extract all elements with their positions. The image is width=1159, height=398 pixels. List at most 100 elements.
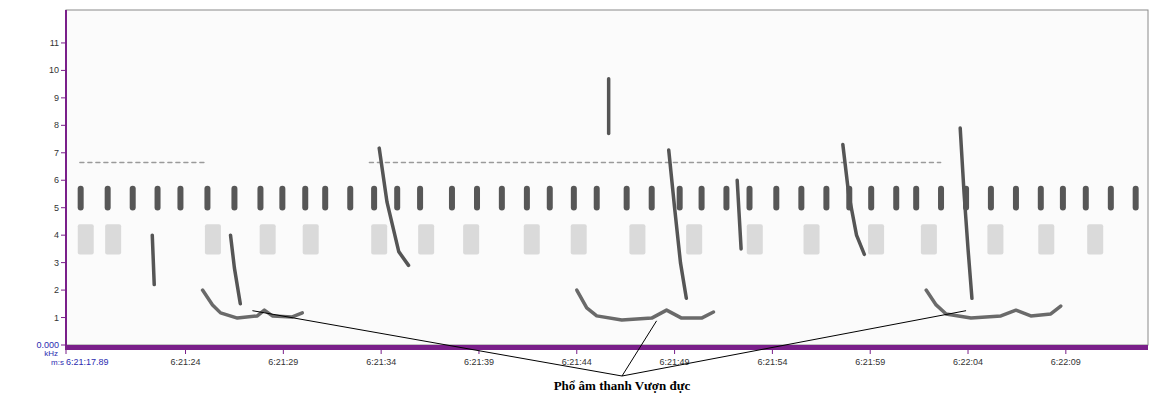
x-tick [870, 350, 871, 354]
call-trace [152, 235, 154, 284]
energy-band [624, 186, 630, 211]
energy-band [105, 224, 121, 254]
energy-band [303, 224, 319, 254]
x-tick-label: 6:21:29 [268, 357, 298, 367]
energy-band [987, 224, 1003, 254]
call-trace [607, 79, 611, 134]
energy-band [130, 186, 136, 211]
energy-band [394, 186, 400, 211]
energy-band [474, 186, 480, 211]
y-tick [61, 262, 66, 263]
x-tick-label: 6:22:09 [1051, 357, 1081, 367]
energy-band [823, 186, 829, 211]
leader-line [622, 321, 657, 376]
energy-band [1133, 186, 1139, 211]
energy-band [988, 186, 994, 211]
call-trace [843, 145, 865, 255]
y-tick-label: 2 [54, 285, 59, 295]
energy-band [1083, 186, 1089, 211]
energy-band [231, 186, 237, 211]
energy-band [686, 224, 702, 254]
leader-line [622, 311, 966, 376]
y-tick [61, 42, 66, 43]
annotation-caption: Phổ âm thanh Vượn đực [554, 378, 691, 393]
energy-band [893, 186, 899, 211]
energy-band [418, 224, 434, 254]
y-tick-label: 5 [54, 203, 59, 213]
y-tick [61, 317, 66, 318]
y-tick-label: 11 [50, 38, 59, 48]
y-tick [61, 345, 66, 346]
x-axis-bar [66, 345, 1148, 350]
energy-band [804, 224, 820, 254]
x-tick [674, 350, 675, 354]
energy-band [279, 186, 285, 211]
x-tick [576, 350, 577, 354]
marks [78, 79, 1139, 320]
y-tick-label: 7 [54, 148, 59, 158]
x-tick [66, 350, 67, 354]
y-tick [61, 97, 66, 98]
energy-band [302, 186, 308, 211]
energy-band [78, 224, 94, 254]
x-tick [772, 350, 773, 354]
energy-band [524, 186, 530, 211]
y-tick-label: 1 [54, 313, 59, 323]
energy-band [1038, 186, 1044, 211]
energy-band [1108, 186, 1114, 211]
y-tick [61, 290, 66, 291]
x-tick [968, 350, 969, 354]
energy-band [699, 186, 705, 211]
y-tick-label: 6 [54, 175, 59, 185]
energy-band [417, 186, 423, 211]
energy-band [257, 186, 263, 211]
call-trace [669, 150, 687, 298]
x-axis-title: m:s [51, 358, 64, 367]
y-tick-label: 10 [49, 65, 59, 75]
call-trace [926, 290, 1061, 318]
x-tick [185, 350, 186, 354]
y-axis-title: kHz [44, 349, 58, 358]
energy-band [371, 186, 377, 211]
x-tick-label: 6:21:34 [366, 357, 396, 367]
x-tick [283, 350, 284, 354]
energy-band [322, 186, 328, 211]
energy-band [1087, 224, 1103, 254]
energy-band [649, 186, 655, 211]
tone-trace [369, 162, 940, 164]
energy-band [747, 186, 753, 211]
energy-band [463, 224, 479, 254]
spectrogram-chart: 0.0001234567891011kHz6:21:17.896:21:246:… [0, 0, 1159, 398]
energy-band [205, 224, 221, 254]
x-tick [1065, 350, 1066, 354]
energy-band [798, 186, 804, 211]
x-tick-label: 6:21:59 [855, 357, 885, 367]
energy-band [913, 186, 919, 211]
call-trace [231, 235, 241, 304]
y-tick-label: 3 [54, 258, 59, 268]
energy-band [1013, 186, 1019, 211]
x-tick-label: 6:21:24 [171, 357, 201, 367]
y-tick-label: 4 [54, 230, 59, 240]
energy-band [547, 186, 553, 211]
energy-band [571, 224, 587, 254]
energy-band [921, 224, 937, 254]
energy-band [868, 224, 884, 254]
energy-band [1060, 186, 1066, 211]
plot-frame [66, 10, 1148, 345]
call-trace [379, 148, 408, 265]
energy-band [747, 224, 763, 254]
y-tick [61, 70, 66, 71]
x-tick-label: 6:21:54 [757, 357, 787, 367]
x-tick-label: 6:22:04 [953, 357, 983, 367]
y-tick [61, 125, 66, 126]
y-tick [61, 207, 66, 208]
energy-band [723, 186, 729, 211]
energy-band [499, 186, 505, 211]
energy-band [371, 224, 387, 254]
energy-band [629, 224, 645, 254]
y-tick-label: 9 [54, 93, 59, 103]
y-tick [61, 152, 66, 153]
call-trace [737, 180, 741, 249]
energy-band [155, 186, 161, 211]
